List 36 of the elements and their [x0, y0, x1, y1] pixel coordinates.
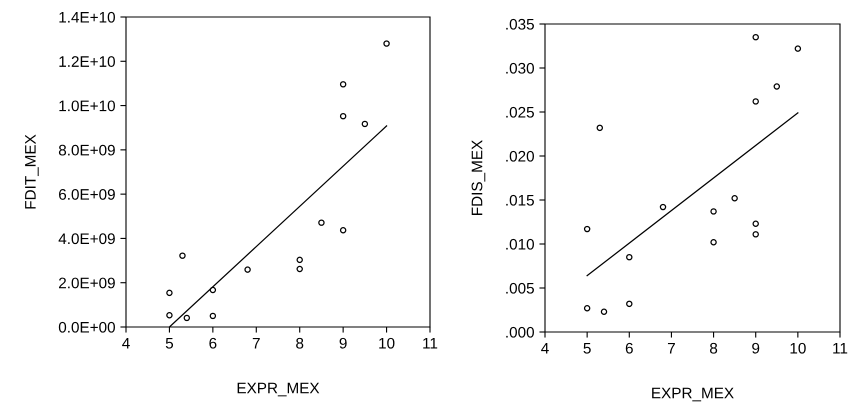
y-tick-label: .005	[506, 282, 534, 294]
x-tick-label: 9	[340, 338, 347, 349]
y-tick-label: .015	[506, 194, 534, 206]
y-tick-label: .035	[506, 18, 534, 30]
x-tick-label: 11	[833, 342, 848, 354]
y-axis-title: FDIS_MEX	[472, 140, 486, 215]
y-tick-label: 0.0E+00	[58, 322, 115, 333]
y-tick-label: 1.0E+10	[59, 100, 115, 112]
x-tick-label: 8	[710, 342, 718, 354]
x-axis-title: EXPR_MEX	[652, 388, 734, 402]
x-tick-label: 5	[584, 342, 591, 354]
y-tick-label: .030	[506, 62, 534, 74]
x-tick-label: 5	[166, 338, 174, 349]
y-tick-label: .025	[506, 106, 534, 118]
y-tick-label: 2.0E+09	[59, 278, 115, 288]
x-tick-label: 4	[541, 342, 549, 354]
x-tick-label: 6	[209, 338, 216, 349]
y-tick-label: 1.4E+10	[59, 12, 115, 23]
x-tick-label: 11	[423, 338, 438, 348]
x-tick-label: 7	[252, 338, 260, 348]
y-tick-label: 8.0E+09	[58, 144, 115, 156]
x-tick-label: 7	[668, 342, 675, 354]
x-tick-label: 10	[790, 342, 806, 354]
x-tick-label: 4	[122, 338, 130, 348]
x-tick-label: 9	[752, 342, 760, 354]
y-tick-label: .020	[506, 150, 534, 162]
y-tick-label: 6.0E+09	[59, 189, 115, 200]
x-axis-title: EXPR_MEX	[238, 382, 320, 396]
x-tick-label: 8	[296, 338, 304, 349]
x-tick-label: 10	[379, 338, 394, 349]
y-axis-title: FDIT_MEX	[25, 134, 39, 209]
y-tick-label: 4.0E+09	[58, 233, 115, 244]
x-tick-label: 6	[626, 342, 633, 354]
y-tick-label: .010	[506, 238, 534, 250]
y-tick-label: .000	[506, 326, 534, 338]
y-tick-label: 1.2E+10	[59, 56, 115, 67]
